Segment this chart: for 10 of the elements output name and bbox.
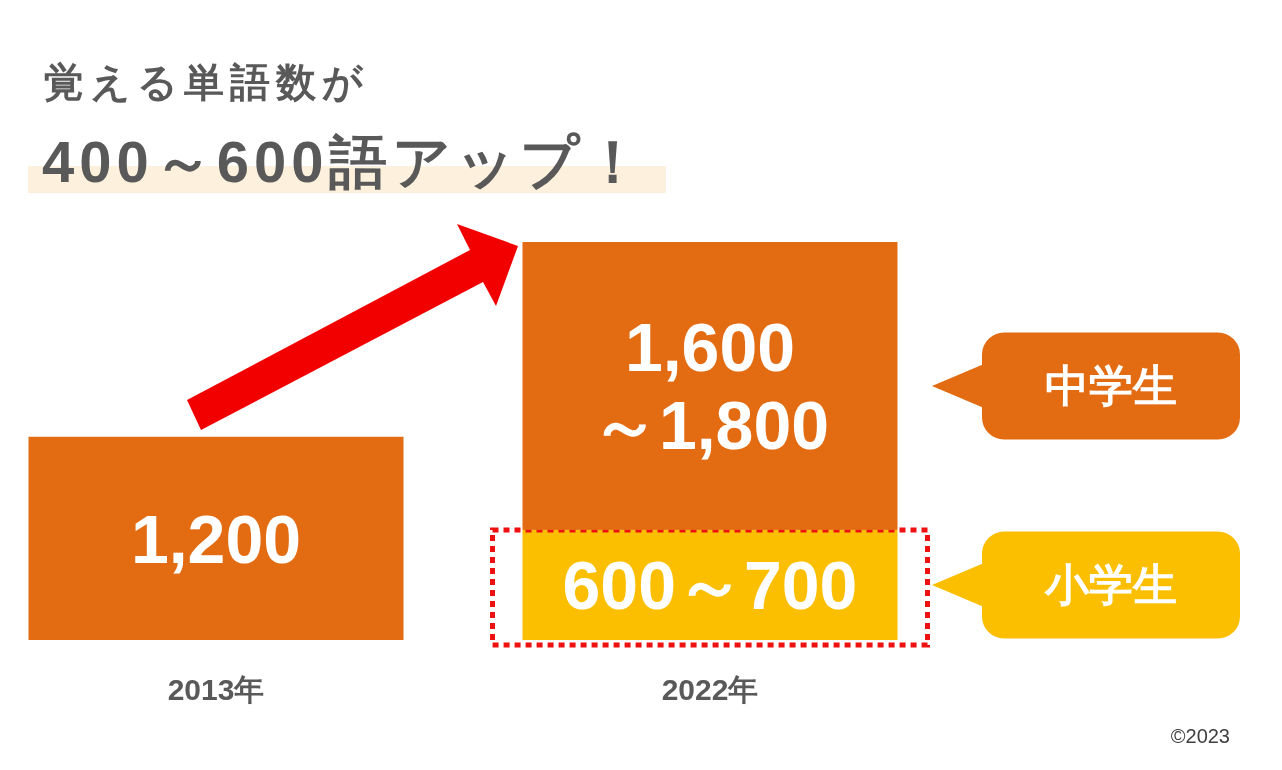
legend-label: 中学生 [1045, 360, 1177, 410]
chart-title: 覚える単語数が [44, 60, 369, 104]
x-tick-label: 2013年 [167, 673, 265, 706]
annotation: 600～700 [562, 547, 858, 624]
text: ©2023 [1170, 725, 1230, 747]
x-tick-label: 2022年 [661, 673, 759, 706]
legend-label: 小学生 [1043, 559, 1177, 609]
data-label: 1,200 [130, 500, 302, 577]
chart-subtitle: 400～600語アップ！ [42, 129, 647, 194]
annotation: 1,600 ～1,800 [590, 309, 830, 464]
